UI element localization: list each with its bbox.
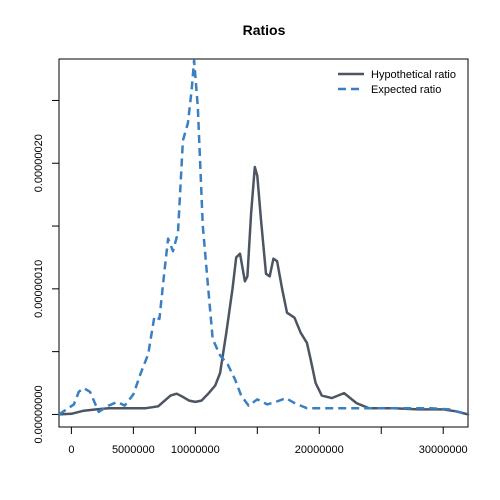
y-tick-label: 0.00000020 (33, 134, 45, 192)
chart-title: Ratios (243, 22, 286, 38)
y-tick-label: 0.00000000 (33, 385, 45, 443)
x-tick-label: 30000000 (419, 444, 468, 456)
legend-label-1: Hypothetical ratio (371, 69, 456, 81)
x-tick-label: 10000000 (171, 444, 220, 456)
y-axis: 0.00000000 0.00000010 0.00000020 (33, 99, 60, 444)
x-axis: 0 5000000 10000000 20000000 30000000 (68, 426, 468, 456)
legend: Hypothetical ratio Expected ratio (338, 69, 456, 96)
x-tick-label: 20000000 (295, 444, 344, 456)
series-line-1 (57, 165, 470, 416)
x-tick-label: 5000000 (112, 444, 155, 456)
series-layer (57, 59, 470, 416)
y-tick-label: 0.00000010 (33, 260, 45, 318)
x-tick-label: 0 (68, 444, 74, 456)
series-line-2 (58, 59, 469, 416)
legend-label-2: Expected ratio (371, 84, 441, 96)
